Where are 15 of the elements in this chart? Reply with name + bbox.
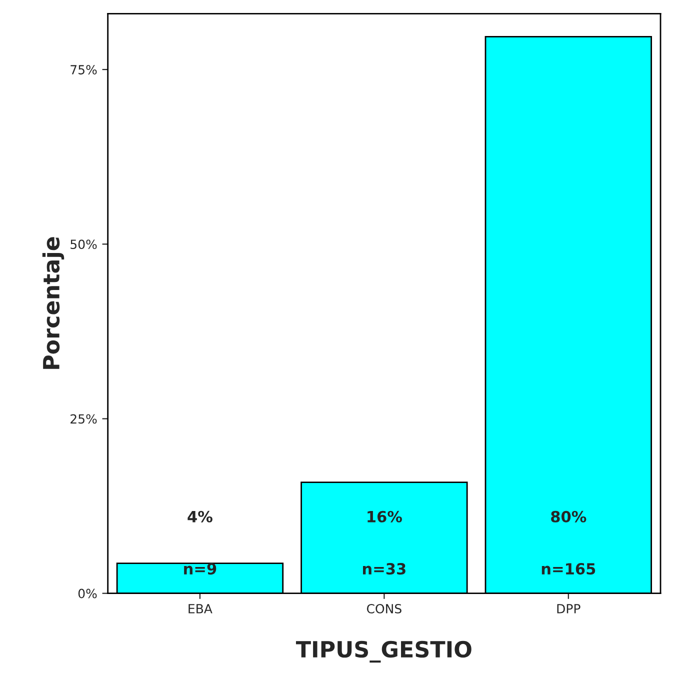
y-tick-label: 50%: [70, 240, 97, 250]
x-axis-title: TIPUS_GESTIO: [296, 640, 472, 663]
y-axis-title: Porcentaje: [42, 237, 64, 369]
data-label: 4%: [188, 510, 212, 522]
x-tick-label: DPP: [557, 604, 580, 614]
x-tick-label: EBA: [188, 604, 212, 614]
annotation: n=33: [362, 563, 406, 575]
data-label: 80%: [551, 510, 586, 522]
x-tick-label: CONS: [366, 604, 402, 614]
y-tick-label: 75%: [70, 64, 97, 74]
y-tick-label: 25%: [70, 414, 97, 424]
annotation: n=9: [184, 563, 216, 575]
y-tick-label: 0%: [78, 588, 97, 598]
annotation: n=165: [542, 563, 596, 575]
data-label: 16%: [368, 510, 402, 522]
